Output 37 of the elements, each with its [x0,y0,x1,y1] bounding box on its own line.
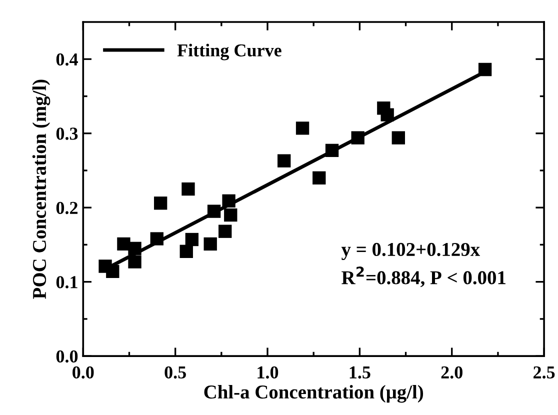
y-tick-label: 0.3 [56,128,78,140]
x-tick-label: 0.0 [72,366,94,379]
point [182,182,195,196]
y-axis-title: POC Concentration (mg/l) [32,80,50,299]
x-tick-label: 2.0 [441,366,462,379]
legend-label: Fitting Curve [177,44,282,60]
point [224,208,238,222]
point [380,108,394,122]
y-tick-label: 0.4 [56,53,78,66]
x-tick-label: 1.5 [350,366,370,379]
point [278,154,291,168]
point [392,131,405,144]
x-axis-title: Chl-a Concentration (μg/l) [204,384,424,403]
point [154,196,168,210]
point [296,122,310,135]
y-tick-label: 0.1 [56,276,78,288]
point [128,255,142,268]
point [478,62,492,76]
point [204,237,217,251]
point [325,144,339,158]
point [185,232,199,246]
y-tick-label: 0.2 [56,202,78,214]
point [222,194,236,208]
point [207,204,221,218]
annotation: R$^{2}$=0.884, P < 0.001 [342,266,506,288]
y-tick-label: 0.0 [56,350,78,363]
point [128,242,142,256]
point [312,171,326,184]
point [150,232,164,246]
x-tick-label: 1.0 [258,366,278,379]
x-tick-label: 0.5 [164,366,186,379]
x-tick-label: 2.5 [534,366,555,379]
point [351,131,364,144]
point [218,224,232,238]
point [180,244,193,258]
annotation: y = 0.102+0.129x [341,242,480,260]
point [106,264,120,278]
